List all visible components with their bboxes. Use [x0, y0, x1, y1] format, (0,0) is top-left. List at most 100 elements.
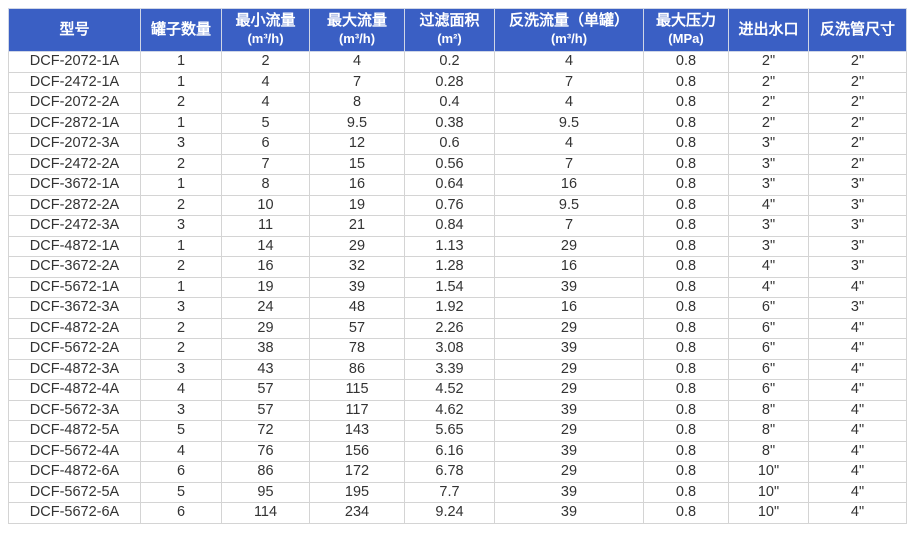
table-row: DCF-2472-1A 1 4 7 0.28 7 0.8 2" 2" [8, 71, 907, 93]
table-cell: 29 [494, 317, 644, 339]
table-cell: DCF-2072-1A [8, 51, 141, 73]
column-header: 反洗流量（单罐） (m³/h) [494, 8, 644, 52]
table-cell: DCF-2072-2A [8, 92, 141, 114]
table-cell: 4" [728, 194, 809, 216]
table-cell: 29 [494, 379, 644, 401]
table-row: DCF-3672-2A 2 16 32 1.28 16 0.8 4" 3" [8, 256, 907, 278]
table-cell: 0.8 [643, 338, 729, 360]
table-cell: 3" [808, 297, 907, 319]
table-cell: 4 [221, 71, 310, 93]
table-cell: 8 [221, 174, 310, 196]
table-cell: 10" [728, 481, 809, 503]
table-cell: 3" [728, 215, 809, 237]
table-row: DCF-2872-1A 1 5 9.5 0.38 9.5 0.8 2" 2" [8, 112, 907, 134]
table-cell: 3" [728, 174, 809, 196]
table-cell: 48 [309, 297, 405, 319]
table-cell: 16 [494, 256, 644, 278]
table-cell: 0.8 [643, 481, 729, 503]
table-cell: 0.8 [643, 502, 729, 524]
table-cell: 0.8 [643, 92, 729, 114]
table-cell: 0.8 [643, 215, 729, 237]
table-cell: 6" [728, 379, 809, 401]
table-cell: DCF-5672-6A [8, 502, 141, 524]
table-row: DCF-3672-3A 3 24 48 1.92 16 0.8 6" 3" [8, 297, 907, 319]
table-cell: 4 [221, 92, 310, 114]
table-cell: 6" [728, 297, 809, 319]
table-cell: 39 [494, 276, 644, 298]
table-row: DCF-5672-4A 4 76 156 6.16 39 0.8 8" 4" [8, 440, 907, 462]
table-cell: 4 [494, 51, 644, 73]
table-cell: 21 [309, 215, 405, 237]
table-cell: 14 [221, 235, 310, 257]
table-cell: DCF-2472-2A [8, 153, 141, 175]
table-cell: DCF-2472-3A [8, 215, 141, 237]
table-cell: 24 [221, 297, 310, 319]
table-cell: DCF-3672-2A [8, 256, 141, 278]
table-cell: 4" [808, 379, 907, 401]
table-cell: 95 [221, 481, 310, 503]
table-cell: 0.8 [643, 420, 729, 442]
table-cell: 3" [808, 194, 907, 216]
table-cell: 0.8 [643, 297, 729, 319]
table-cell: 1 [140, 112, 222, 134]
table-row: DCF-3672-1A 1 8 16 0.64 16 0.8 3" 3" [8, 174, 907, 196]
table-cell: 2 [221, 51, 310, 73]
table-cell: 2" [808, 51, 907, 73]
table-cell: 0.8 [643, 51, 729, 73]
table-cell: 0.8 [643, 317, 729, 339]
table-cell: 0.8 [643, 256, 729, 278]
table-cell: 0.8 [643, 379, 729, 401]
column-header-label: 型号 [59, 21, 90, 38]
table-cell: 10 [221, 194, 310, 216]
table-cell: 6" [728, 317, 809, 339]
table-cell: 117 [309, 399, 405, 421]
table-cell: 1.28 [404, 256, 495, 278]
table-cell: DCF-3672-1A [8, 174, 141, 196]
table-cell: 9.5 [494, 194, 644, 216]
table-cell: 7 [309, 71, 405, 93]
table-cell: 29 [494, 235, 644, 257]
column-header: 罐子数量 [140, 8, 222, 52]
table-cell: 143 [309, 420, 405, 442]
table-cell: 9.5 [494, 112, 644, 134]
table-cell: 3" [728, 133, 809, 155]
table-row: DCF-2872-2A 2 10 19 0.76 9.5 0.8 4" 3" [8, 194, 907, 216]
table-cell: 4" [728, 276, 809, 298]
table-cell: DCF-4872-6A [8, 461, 141, 483]
table-cell: 3 [140, 215, 222, 237]
table-row: DCF-4872-2A 2 29 57 2.26 29 0.8 6" 4" [8, 317, 907, 339]
table-cell: 7 [494, 153, 644, 175]
table-cell: 4" [808, 317, 907, 339]
table-row: DCF-4872-5A 5 72 143 5.65 29 0.8 8" 4" [8, 420, 907, 442]
table-cell: 2.26 [404, 317, 495, 339]
column-header: 最小流量 (m³/h) [221, 8, 310, 52]
table-cell: 8" [728, 420, 809, 442]
table-cell: 0.64 [404, 174, 495, 196]
table-row: DCF-2072-2A 2 4 8 0.4 4 0.8 2" 2" [8, 92, 907, 114]
table-cell: 0.8 [643, 174, 729, 196]
table-cell: 3 [140, 133, 222, 155]
table-cell: 2 [140, 338, 222, 360]
table-cell: 11 [221, 215, 310, 237]
column-header-label: 过滤面积 [419, 12, 480, 29]
table-cell: 0.2 [404, 51, 495, 73]
table-cell: DCF-5672-5A [8, 481, 141, 503]
table-row: DCF-5672-2A 2 38 78 3.08 39 0.8 6" 4" [8, 338, 907, 360]
table-cell: 4" [808, 399, 907, 421]
table-cell: 16 [309, 174, 405, 196]
table-cell: 7.7 [404, 481, 495, 503]
table-cell: 0.84 [404, 215, 495, 237]
table-cell: 4" [808, 440, 907, 462]
table-cell: 6 [140, 461, 222, 483]
table-cell: 0.8 [643, 194, 729, 216]
table-cell: 39 [494, 502, 644, 524]
table-cell: DCF-4872-4A [8, 379, 141, 401]
table-cell: 9.24 [404, 502, 495, 524]
column-header-label: 进出水口 [738, 21, 799, 38]
table-cell: 9.5 [309, 112, 405, 134]
table-cell: 0.8 [643, 461, 729, 483]
header-row: 型号 罐子数量 最小流量 (m³/h) 最大流量 (m³/h) 过滤面积 (m²) 反洗流量（单… [8, 8, 907, 52]
column-header-unit: (m³/h) [550, 31, 588, 46]
table-cell: 6 [221, 133, 310, 155]
column-header: 进出水口 [728, 8, 809, 52]
